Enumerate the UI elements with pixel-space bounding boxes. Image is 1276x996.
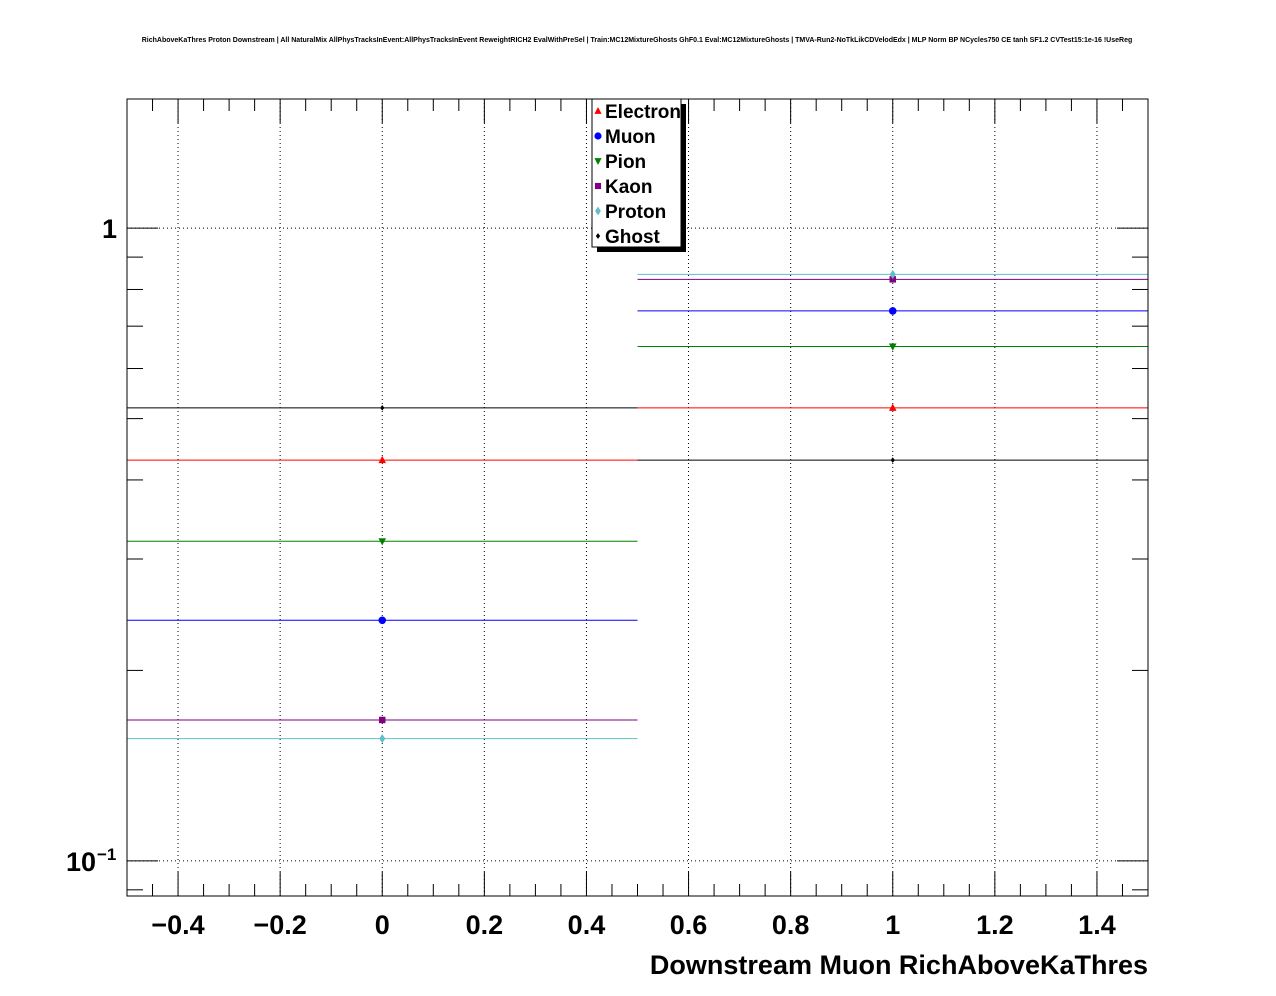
data-point	[379, 716, 386, 724]
y-tick-label: 1	[102, 214, 117, 244]
y-tick-labels: 1 10 −1	[66, 214, 117, 877]
series-proton	[127, 269, 1148, 744]
x-tick-label: −0.4	[151, 910, 204, 940]
data-point	[888, 343, 897, 351]
data-point	[888, 307, 897, 315]
x-tick-label: 0.4	[568, 910, 606, 940]
data-point	[379, 734, 386, 744]
x-tick-label: 1	[885, 910, 900, 940]
data-point	[378, 538, 387, 546]
data-point	[888, 403, 897, 411]
legend-marker	[594, 158, 602, 165]
legend-marker	[594, 132, 602, 140]
legend-label: Kaon	[605, 177, 653, 198]
legend-entry: Ghost	[595, 227, 661, 248]
legend-label: Ghost	[605, 227, 661, 248]
data-point	[380, 405, 385, 411]
y-tick-base: 1	[102, 214, 117, 244]
grid-lines	[127, 99, 1148, 896]
x-tick-label: 0.8	[772, 910, 810, 940]
legend-entries: Electron Muon Pion Kaon Proton Ghost	[594, 102, 681, 248]
data-point	[889, 276, 896, 283]
y-tick-base: 10	[66, 847, 96, 877]
legend-marker	[594, 182, 602, 190]
series-ghost	[127, 405, 1148, 463]
legend-entry: Muon	[594, 127, 656, 148]
legend-marker	[595, 233, 601, 239]
legend-label: Proton	[605, 202, 666, 223]
x-tick-label: 0	[375, 910, 390, 940]
x-tick-labels: −0.4 −0.2 0 0.2 0.4 0.6 0.8 1 1.2 1.4	[151, 910, 1115, 940]
series-pion	[127, 343, 1148, 546]
legend-label: Pion	[605, 152, 646, 173]
series-muon	[127, 307, 1148, 625]
legend-entry: Kaon	[594, 177, 653, 198]
data-point	[378, 455, 387, 464]
y-tick-exponent: −1	[97, 845, 116, 864]
legend-entry: Pion	[594, 152, 646, 173]
legend-marker	[594, 107, 602, 114]
legend-label: Muon	[605, 127, 656, 148]
y-tick-label: 10 −1	[66, 845, 116, 877]
data-point	[889, 269, 896, 279]
data-series	[127, 269, 1148, 744]
legend-marker	[595, 206, 601, 216]
x-tick-label: 0.6	[670, 910, 708, 940]
chart-title: RichAboveKaThres Proton Downstream | All…	[142, 37, 1133, 44]
legend-label: Electron	[605, 102, 681, 123]
data-point	[890, 457, 895, 463]
legend-entry: Proton	[595, 202, 666, 223]
legend-entry: Electron	[594, 102, 681, 123]
x-axis-title: Downstream Muon RichAboveKaThres	[650, 950, 1148, 980]
legend-box	[591, 98, 682, 248]
x-tick-label: 0.2	[466, 910, 504, 940]
x-tick-label: 1.4	[1078, 910, 1116, 940]
series-electron	[127, 403, 1148, 464]
x-tick-label: 1.2	[976, 910, 1014, 940]
x-tick-label: −0.2	[253, 910, 306, 940]
series-kaon	[127, 276, 1148, 724]
data-point	[378, 616, 387, 625]
legend: Electron Muon Pion Kaon Proton Ghost	[591, 98, 686, 252]
